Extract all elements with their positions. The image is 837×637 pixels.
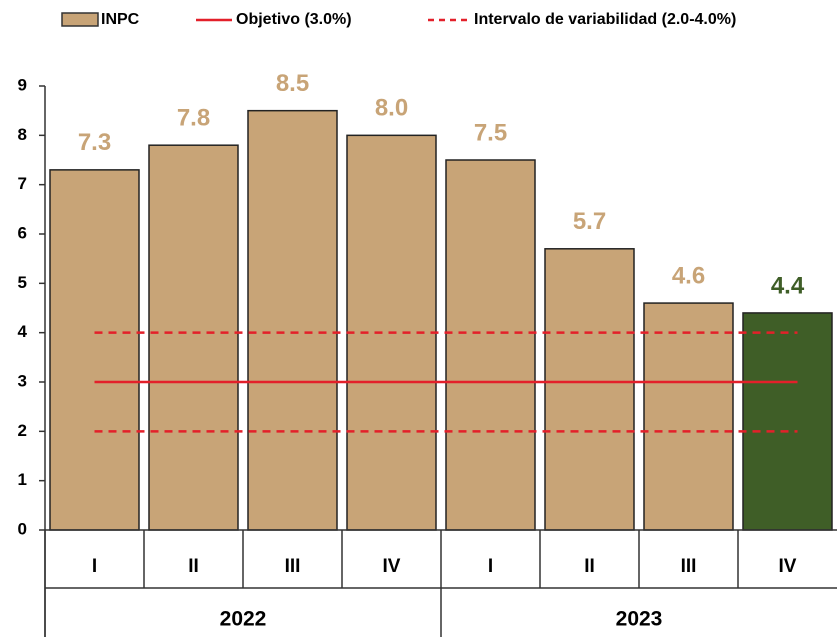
y-tick-label: 7 bbox=[18, 174, 27, 193]
x-tick-label: I bbox=[92, 556, 97, 577]
group-label: 2023 bbox=[616, 608, 663, 631]
x-tick-label: II bbox=[584, 556, 595, 577]
y-tick-label: 0 bbox=[18, 519, 27, 538]
legend-label: INPC bbox=[101, 11, 140, 28]
bar bbox=[49, 169, 140, 531]
x-tick-label: IV bbox=[779, 556, 797, 577]
value-label: 4.4 bbox=[771, 272, 805, 299]
y-tick-label: 4 bbox=[18, 322, 28, 341]
legend-swatch bbox=[61, 12, 99, 27]
x-tick-label: III bbox=[285, 556, 301, 577]
value-label: 4.6 bbox=[672, 262, 705, 289]
x-tick-label: III bbox=[681, 556, 697, 577]
y-tick-label: 2 bbox=[18, 421, 27, 440]
y-tick-label: 9 bbox=[18, 75, 27, 94]
bar bbox=[544, 248, 635, 531]
value-label: 5.7 bbox=[573, 208, 606, 235]
bar bbox=[445, 159, 536, 531]
legend-label: Intervalo de variabilidad (2.0-4.0%) bbox=[474, 11, 736, 28]
value-label: 7.3 bbox=[78, 129, 111, 156]
bar bbox=[247, 109, 338, 531]
bar bbox=[742, 312, 833, 531]
legend-label: Objetivo (3.0%) bbox=[236, 11, 352, 28]
y-tick-label: 3 bbox=[18, 371, 27, 390]
value-label: 8.0 bbox=[375, 95, 408, 122]
x-tick-label: II bbox=[188, 556, 199, 577]
x-tick-label: IV bbox=[383, 556, 401, 577]
value-label: 7.5 bbox=[474, 119, 507, 146]
y-tick-label: 6 bbox=[18, 223, 27, 242]
bar bbox=[643, 302, 734, 531]
y-tick-label: 8 bbox=[18, 125, 27, 144]
value-label: 7.8 bbox=[177, 105, 210, 132]
x-tick-label: I bbox=[488, 556, 493, 577]
y-tick-label: 1 bbox=[18, 470, 27, 489]
group-label: 2022 bbox=[220, 608, 267, 631]
y-tick-label: 5 bbox=[18, 273, 27, 292]
value-label: 8.5 bbox=[276, 70, 309, 97]
bar bbox=[148, 144, 239, 531]
